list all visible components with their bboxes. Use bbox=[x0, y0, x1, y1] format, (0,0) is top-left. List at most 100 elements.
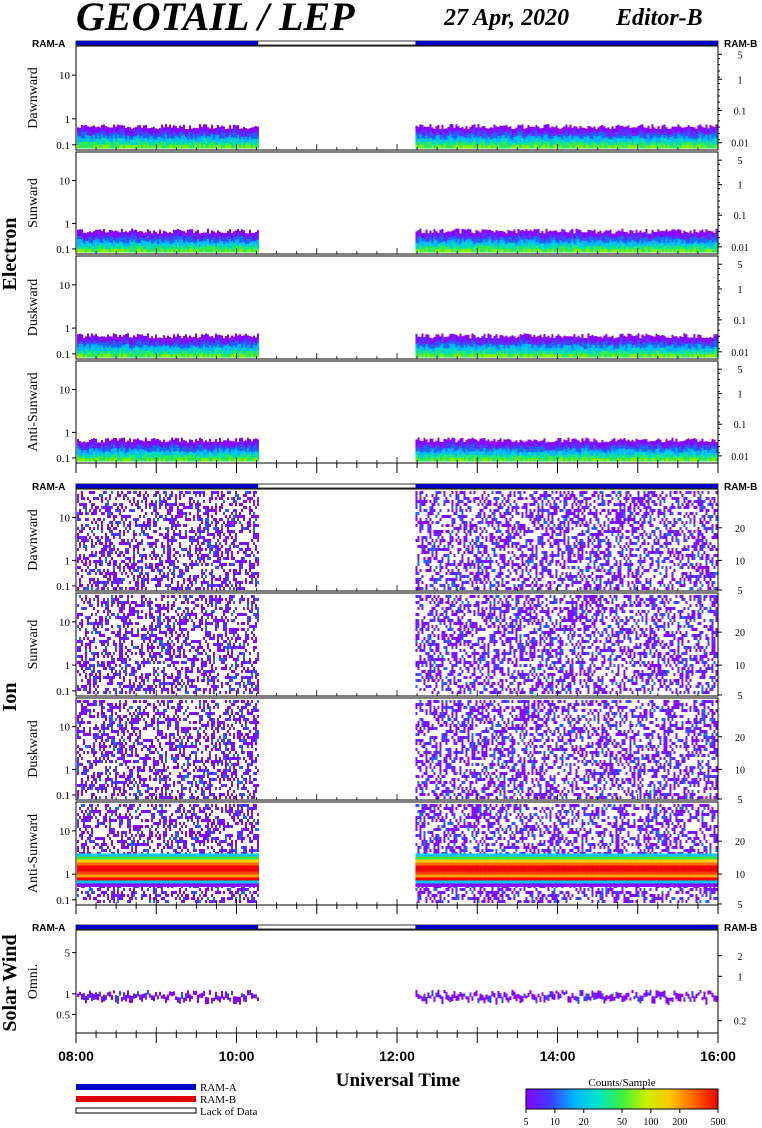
spectrogram-cell bbox=[139, 135, 141, 139]
spectrogram-cell bbox=[107, 142, 109, 145]
spectrogram-cell bbox=[461, 139, 463, 143]
spectrogram-cell bbox=[559, 145, 561, 148]
spectrogram-cell bbox=[429, 134, 431, 138]
spectrogram-cell bbox=[499, 125, 501, 129]
spectrogram-cell bbox=[465, 142, 467, 146]
spectrogram-cell bbox=[635, 133, 637, 136]
spectrogram-cell bbox=[585, 145, 587, 148]
spectrogram-cell bbox=[471, 145, 473, 149]
spectrogram-cell bbox=[115, 130, 117, 134]
spectrogram-cell bbox=[217, 145, 219, 149]
spectrogram-cell bbox=[179, 135, 181, 139]
spectrogram-cell bbox=[453, 128, 455, 131]
spectrogram-cell bbox=[249, 137, 251, 140]
spectrogram-cell bbox=[483, 126, 485, 130]
spectrogram-cell bbox=[473, 145, 475, 149]
spectrogram-cell bbox=[531, 130, 533, 134]
spectrogram-cell bbox=[123, 125, 125, 129]
spectrogram-cell bbox=[221, 135, 223, 139]
spectrogram-cell bbox=[489, 142, 491, 145]
spectrogram-cell bbox=[91, 126, 93, 130]
spectrogram-cell bbox=[507, 127, 509, 130]
spectrogram-cell bbox=[525, 131, 527, 134]
spectrogram-cell bbox=[653, 136, 655, 139]
spectrogram-cell bbox=[421, 138, 423, 142]
spectrogram-cell bbox=[597, 136, 599, 139]
spectrogram-cell bbox=[521, 131, 523, 135]
spectrogram-cell bbox=[573, 132, 575, 136]
spectrogram-cell bbox=[529, 145, 531, 149]
spectrogram-cell bbox=[429, 138, 431, 142]
spectrogram-cell bbox=[81, 135, 83, 139]
spectrogram-cell bbox=[479, 139, 481, 142]
spectrogram-cell bbox=[441, 145, 443, 149]
spectrogram-cell bbox=[599, 132, 601, 136]
spectrogram-cell bbox=[195, 139, 197, 142]
spectrogram-cell bbox=[601, 128, 603, 132]
spectrogram-cell bbox=[499, 145, 501, 149]
spectrogram-cell bbox=[135, 133, 137, 136]
spectrogram-cell bbox=[535, 138, 537, 142]
spectrogram-cell bbox=[141, 128, 143, 131]
spectrogram-cell bbox=[87, 139, 89, 143]
spectrogram-cell bbox=[637, 132, 639, 136]
spectrogram-cell bbox=[593, 145, 595, 149]
spectrogram-cell bbox=[165, 141, 167, 145]
spectrogram-cell bbox=[637, 135, 639, 139]
spectrogram-cell bbox=[423, 145, 425, 149]
spectrogram-cell bbox=[625, 126, 627, 130]
spectrogram-cell bbox=[197, 128, 199, 131]
spectrogram-cell bbox=[117, 145, 119, 149]
spectrogram-cell bbox=[589, 136, 591, 140]
spectrogram-cell bbox=[571, 136, 573, 139]
spectrogram-cell bbox=[193, 131, 195, 134]
spectrogram-cell bbox=[121, 141, 123, 145]
spectrogram-cell bbox=[143, 142, 145, 146]
spectrogram-cell bbox=[589, 142, 591, 146]
spectrogram-cell bbox=[629, 134, 631, 137]
spectrogram-cell bbox=[527, 141, 529, 145]
spectrogram-cell bbox=[481, 133, 483, 137]
spectrogram-cell bbox=[107, 133, 109, 136]
spectrogram-cell bbox=[237, 132, 239, 136]
spectrogram-cell bbox=[151, 139, 153, 142]
spectrogram-cell bbox=[223, 139, 225, 143]
spectrogram-cell bbox=[201, 133, 203, 137]
spectrogram-cell bbox=[587, 139, 589, 143]
spectrogram-cell bbox=[229, 135, 231, 139]
spectrogram-cell bbox=[539, 145, 541, 148]
spectrogram-cell bbox=[113, 141, 115, 145]
spectrogram-cell bbox=[537, 142, 539, 146]
spectrogram-cell bbox=[437, 128, 439, 132]
spectrogram-cell bbox=[503, 132, 505, 136]
spectrogram-cell bbox=[109, 136, 111, 139]
spectrogram-cell bbox=[153, 136, 155, 140]
spectrogram-cell bbox=[125, 139, 127, 142]
spectrogram-cell bbox=[477, 145, 479, 149]
spectrogram-cell bbox=[483, 145, 485, 149]
ram-a-segment bbox=[76, 925, 258, 929]
spectrogram-cell bbox=[249, 142, 251, 145]
spectrogram-cell bbox=[137, 138, 139, 142]
spectrogram-cell bbox=[543, 135, 545, 139]
spectrogram-cell bbox=[251, 142, 253, 145]
spectrogram-cell bbox=[185, 145, 187, 148]
spectrogram-cell bbox=[127, 145, 129, 148]
spectrogram-cell bbox=[201, 136, 203, 140]
spectrogram-cell bbox=[507, 139, 509, 142]
spectrogram-cell bbox=[179, 126, 181, 130]
spectrogram-cell bbox=[549, 136, 551, 139]
spectrogram-cell bbox=[509, 133, 511, 137]
spectrogram-cell bbox=[105, 132, 107, 136]
spectrogram-cell bbox=[81, 125, 83, 129]
spectrogram-cell bbox=[113, 131, 115, 135]
spectrogram-cell bbox=[451, 138, 453, 142]
spectrogram-cell bbox=[619, 126, 621, 130]
spectrogram-cell bbox=[469, 130, 471, 133]
spectrogram-cell bbox=[89, 133, 91, 136]
spectrogram-cell bbox=[563, 145, 565, 149]
spectrogram-cell bbox=[415, 132, 417, 136]
spectrogram-cell bbox=[199, 127, 201, 131]
spectrogram-cell bbox=[245, 131, 247, 134]
spectrogram-cell bbox=[629, 131, 631, 134]
